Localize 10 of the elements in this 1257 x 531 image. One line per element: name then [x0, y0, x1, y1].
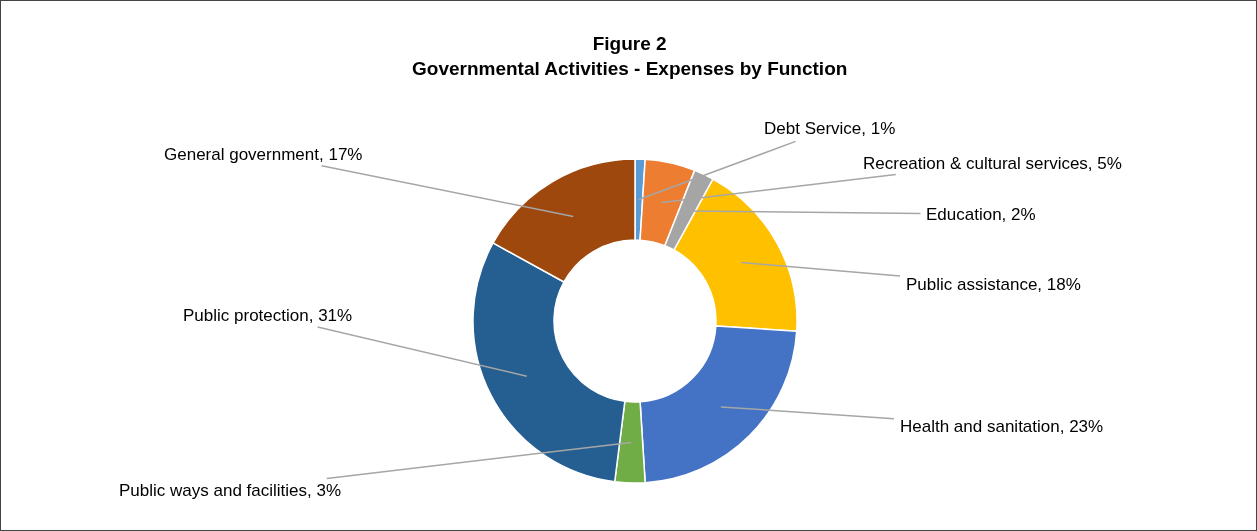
slice-label: Health and sanitation, 23%	[900, 417, 1104, 436]
chart-subtitle: Governmental Activities - Expenses by Function	[412, 57, 848, 79]
slice-label: Public ways and facilities, 3%	[119, 481, 342, 500]
slice-label: Education, 2%	[926, 205, 1036, 224]
slice-label: Public assistance, 18%	[906, 275, 1081, 294]
slice-label: Debt Service, 1%	[764, 119, 896, 138]
chart-title: Figure 2	[592, 33, 667, 54]
slice-label: General government, 17%	[164, 145, 363, 164]
slice-label: Recreation & cultural services, 5%	[863, 154, 1122, 173]
slice-label: Public protection, 31%	[183, 306, 353, 325]
